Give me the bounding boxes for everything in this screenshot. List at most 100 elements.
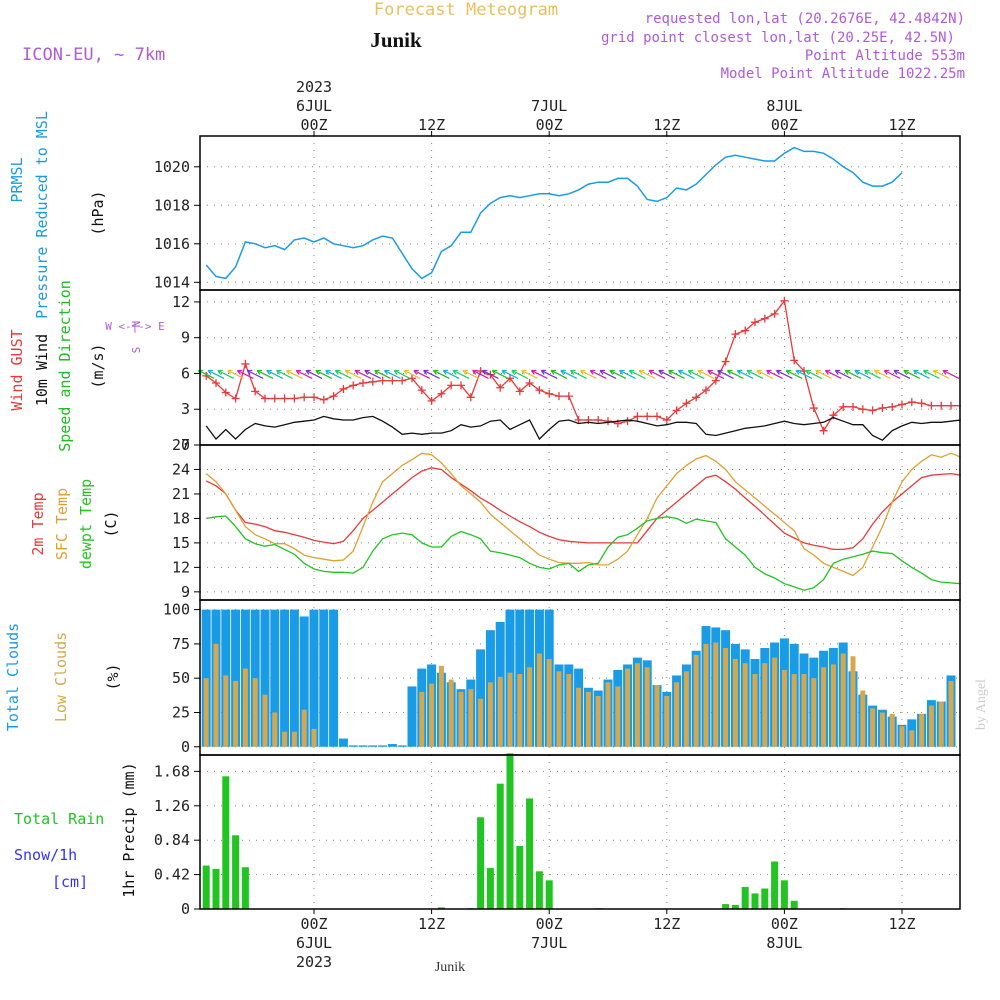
- temp-tick-label: 21: [172, 485, 190, 503]
- wind-unit-label: (m/s): [89, 343, 107, 388]
- wind-direction-arrow: [442, 369, 460, 379]
- gust-point-marker: [594, 415, 603, 424]
- wind-direction-arrow: [942, 369, 960, 379]
- precip-tick-label: 0.42: [154, 866, 190, 884]
- total-cloud-bar: [250, 609, 260, 747]
- requested-coords: requested lon,lat (20.2676E, 42.4842N): [645, 11, 965, 27]
- wind-direction-arrow: [344, 369, 362, 379]
- wind-direction-arrow: [687, 369, 705, 379]
- wind-tick-label: 0: [181, 436, 190, 454]
- low-cloud-bar: [840, 653, 846, 747]
- pressure-tick-label: 1020: [154, 158, 190, 176]
- temp-tick-label: 9: [181, 583, 190, 601]
- wind-direction-arrow: [873, 369, 891, 379]
- temp-tick-label: 15: [172, 534, 190, 552]
- low-cloud-bar: [811, 678, 817, 747]
- low-cloud-bar: [879, 712, 885, 747]
- low-cloud-bar: [291, 731, 297, 747]
- low-cloud-bar: [909, 730, 915, 747]
- gust-point-marker: [692, 393, 701, 402]
- gust-point-marker: [702, 386, 710, 395]
- wind-direction-arrow: [246, 369, 264, 379]
- gust-point-marker: [515, 387, 524, 396]
- total-cloud-bar: [338, 738, 348, 747]
- low-cloud-bar: [242, 668, 248, 747]
- low-cloud-bar: [458, 691, 464, 747]
- wind-direction-arrow: [256, 369, 274, 379]
- wind-direction-arrow: [599, 369, 617, 379]
- wind-direction-arrow: [638, 369, 656, 379]
- rain-bar: [222, 776, 230, 909]
- gust-point-marker: [398, 376, 407, 385]
- model-label: ICON-EU, ~ 7km: [22, 45, 165, 65]
- wind-direction-arrow: [746, 369, 764, 379]
- low-cloud-bar: [419, 691, 425, 747]
- gust-point-marker: [682, 399, 691, 408]
- low-cloud-bar: [497, 676, 503, 747]
- wind-direction-arrow: [207, 369, 225, 379]
- bottom-time-label: 00Z: [300, 915, 327, 933]
- low-cloud-bar: [889, 713, 895, 747]
- wind-direction-arrow: [472, 369, 489, 379]
- low-clouds-label: Low Clouds: [52, 632, 70, 722]
- low-cloud-bar: [634, 663, 640, 747]
- wind-direction-arrow: [285, 369, 303, 379]
- wind-direction-arrow: [648, 369, 666, 379]
- wind-direction-arrow: [658, 369, 676, 379]
- pressure-unit-label: (hPa): [89, 190, 107, 235]
- wind-direction-arrow: [227, 369, 244, 379]
- gust-point-marker: [339, 384, 348, 393]
- precip-tick-label: 1.68: [154, 762, 190, 780]
- rain-bar: [526, 798, 534, 909]
- low-cloud-bar: [713, 642, 719, 747]
- gust-point-marker: [711, 376, 720, 385]
- gust-point-marker: [858, 405, 867, 414]
- total-cloud-bar: [397, 745, 407, 747]
- rain-bar: [496, 783, 504, 909]
- gust-point-marker: [878, 404, 887, 413]
- rain-bar: [241, 867, 249, 909]
- low-cloud-bar: [429, 683, 435, 747]
- compass-north: N: [130, 321, 143, 328]
- wind-direction-arrow: [432, 369, 450, 379]
- gust-point-marker: [741, 326, 750, 335]
- gust-point-marker: [270, 394, 279, 403]
- gust-point-marker: [809, 404, 818, 413]
- model-altitude: Model Point Altitude 1022.25m: [721, 66, 965, 82]
- wind-direction-arrow: [736, 369, 754, 379]
- wind-direction-arrow: [266, 369, 284, 379]
- gust-point-marker: [378, 376, 387, 385]
- wind-direction-arrow: [354, 369, 372, 379]
- gust-point-marker: [868, 406, 877, 415]
- gust-point-marker: [927, 401, 936, 410]
- wind-direction-arrow: [579, 369, 597, 379]
- wind-direction-arrow: [364, 369, 382, 379]
- low-cloud-bar: [752, 674, 758, 747]
- gust-point-marker: [849, 402, 857, 411]
- rain-bar: [437, 907, 445, 909]
- gust-point-marker: [359, 379, 367, 387]
- bottom-time-label: 7JUL: [531, 934, 567, 952]
- rain-bar: [722, 904, 730, 909]
- gust-point-marker: [535, 386, 544, 395]
- top-time-label: 12Z: [418, 116, 445, 134]
- low-cloud-bar: [213, 643, 219, 747]
- low-cloud-bar: [723, 648, 729, 747]
- total-cloud-bar: [476, 649, 486, 747]
- gust-point-marker: [839, 402, 848, 411]
- clouds-tick-label: 75: [172, 635, 190, 653]
- total-cloud-bar: [299, 616, 309, 747]
- wind-direction-arrow: [844, 369, 862, 379]
- rain-bar: [751, 893, 759, 909]
- low-cloud-bar: [742, 663, 748, 747]
- rain-bar: [516, 845, 524, 909]
- low-cloud-bar: [830, 664, 836, 747]
- wind-direction-arrow: [756, 369, 774, 379]
- rain-bar: [535, 871, 543, 909]
- total-cloud-bar: [348, 745, 358, 747]
- gust-point-marker: [555, 392, 563, 401]
- temp-unit-label: (C): [102, 510, 120, 537]
- pressure-tick-label: 1014: [154, 273, 190, 291]
- top-time-label: 2023: [296, 78, 332, 96]
- wind-direction-arrow: [521, 369, 538, 379]
